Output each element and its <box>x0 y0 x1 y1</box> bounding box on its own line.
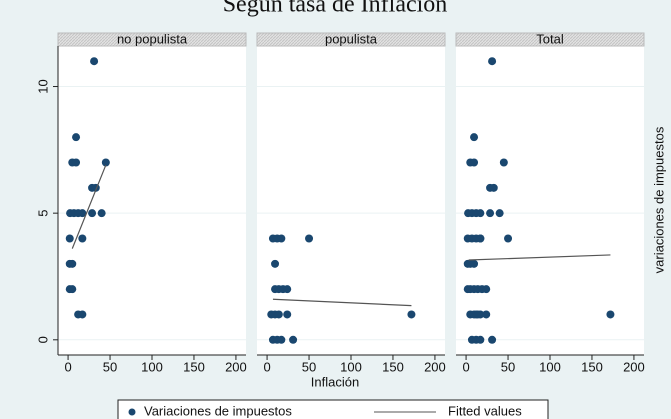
y-axis-label: variaciones de impuestos <box>651 126 666 273</box>
y-tick-label: 5 <box>35 210 50 217</box>
point <box>504 234 513 243</box>
fitted-line <box>468 254 611 261</box>
x-tick-label: 50 <box>302 359 316 374</box>
y-tick-label: 0 <box>35 336 50 343</box>
x-tick-label: 200 <box>424 359 446 374</box>
plot-area <box>257 46 445 355</box>
point <box>476 335 485 344</box>
x-tick-label: 100 <box>141 359 163 374</box>
x-tick-label: 0 <box>462 359 469 374</box>
plot-area <box>58 46 246 355</box>
x-tick-label: 150 <box>183 359 205 374</box>
point <box>277 234 286 243</box>
point <box>470 133 479 142</box>
point <box>305 234 314 243</box>
x-tick-label: 100 <box>539 359 561 374</box>
point <box>499 158 508 167</box>
legend-label: Variaciones de impuestos <box>144 403 292 418</box>
point <box>482 310 491 319</box>
x-tick-label: 150 <box>581 359 603 374</box>
point <box>476 209 485 218</box>
point <box>78 234 87 243</box>
x-tick-label: 50 <box>501 359 515 374</box>
point <box>470 158 479 167</box>
panel-title: Total <box>536 31 564 46</box>
panel-title: no populista <box>117 31 188 46</box>
x-tick-label: 200 <box>623 359 645 374</box>
panel-strip <box>256 32 446 47</box>
point <box>470 259 479 268</box>
point <box>489 183 498 192</box>
point <box>488 57 497 66</box>
legend-label: Fitted values <box>448 403 522 418</box>
panel-strip <box>57 32 247 47</box>
point <box>289 335 298 344</box>
point <box>473 310 482 319</box>
point <box>274 310 283 319</box>
point <box>101 158 110 167</box>
point <box>68 259 77 268</box>
x-axis-label: Inflación <box>311 374 359 389</box>
point <box>78 310 87 319</box>
point <box>495 209 504 218</box>
point <box>78 209 87 218</box>
y-tick-label: 10 <box>35 79 50 93</box>
point <box>486 209 495 218</box>
x-tick-label: 0 <box>64 359 71 374</box>
x-tick-label: 50 <box>103 359 117 374</box>
legend <box>117 399 549 419</box>
point <box>88 209 97 218</box>
fitted-line <box>272 298 412 307</box>
point <box>68 285 77 294</box>
point <box>72 158 81 167</box>
point <box>476 234 485 243</box>
x-tick-label: 0 <box>263 359 270 374</box>
x-tick-label: 200 <box>225 359 247 374</box>
panel-title: populista <box>325 31 378 46</box>
point <box>407 310 416 319</box>
chart-title: Según tasa de Inflación <box>223 0 448 18</box>
point <box>482 285 491 294</box>
plot-area <box>456 46 644 355</box>
point <box>606 310 615 319</box>
point <box>97 209 106 218</box>
point <box>283 310 292 319</box>
point <box>488 335 497 344</box>
point <box>72 133 81 142</box>
fitted-line <box>71 164 107 249</box>
panel-strip <box>455 32 645 47</box>
legend-marker <box>128 408 136 416</box>
point <box>283 285 292 294</box>
x-tick-label: 100 <box>340 359 362 374</box>
point <box>271 259 280 268</box>
point <box>90 57 99 66</box>
point <box>65 234 74 243</box>
point <box>277 335 286 344</box>
x-tick-label: 150 <box>382 359 404 374</box>
